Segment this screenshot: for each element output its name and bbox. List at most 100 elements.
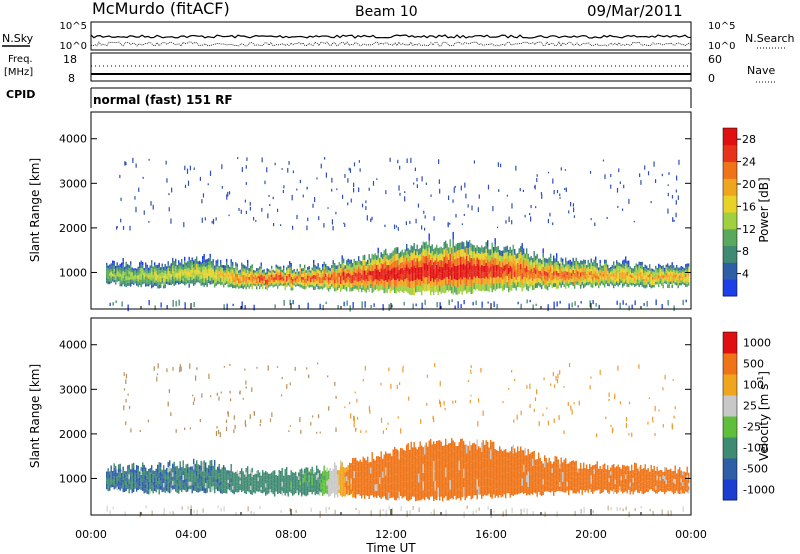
power-cell xyxy=(229,281,231,285)
velocity-cell xyxy=(536,477,538,485)
power-speckle xyxy=(291,194,293,201)
power-cell xyxy=(224,267,226,271)
power-cell xyxy=(578,279,580,283)
power-cell xyxy=(460,263,462,271)
velocity-cell xyxy=(439,460,441,471)
power-speckle xyxy=(622,300,624,305)
velocity-cell xyxy=(559,477,561,483)
velocity-cell xyxy=(502,481,504,490)
velocity-cell xyxy=(170,476,172,481)
power-cell xyxy=(503,271,505,278)
velocity-cell xyxy=(482,486,484,497)
power-cell xyxy=(146,280,148,284)
power-cell xyxy=(578,262,580,266)
velocity-cell xyxy=(556,479,558,486)
velocity-cell xyxy=(470,481,472,491)
power-cell xyxy=(233,276,235,280)
power-cell xyxy=(326,283,328,287)
velocity-cell xyxy=(215,482,217,486)
power-cell xyxy=(566,264,568,269)
power-cell xyxy=(524,267,526,273)
velocity-cell xyxy=(304,486,306,492)
velocity-cell xyxy=(151,482,153,487)
velocity-cell xyxy=(449,452,451,462)
velocity-cell xyxy=(403,481,405,490)
power-cell xyxy=(502,273,504,280)
power-speckle xyxy=(132,157,134,163)
velocity-cell xyxy=(407,491,409,502)
power-cell xyxy=(580,284,582,289)
power-cell xyxy=(643,270,645,273)
velocity-cell xyxy=(232,489,234,494)
power-cell xyxy=(388,269,390,275)
power-cell xyxy=(478,271,480,278)
power-cell xyxy=(685,264,687,268)
power-cell xyxy=(343,284,345,290)
power-cell xyxy=(542,252,544,258)
power-cell xyxy=(454,279,456,286)
power-cell xyxy=(334,283,336,288)
velocity-cell xyxy=(541,478,543,485)
power-speckle xyxy=(129,225,131,231)
velocity-cell xyxy=(523,472,525,480)
velocity-cell xyxy=(421,445,423,455)
power-cell xyxy=(145,279,147,284)
power-cell xyxy=(365,283,367,289)
power-cell xyxy=(334,287,336,292)
power-cell xyxy=(173,278,175,283)
power-cell xyxy=(263,269,265,272)
power-cell xyxy=(568,283,570,288)
velocity-cell xyxy=(332,484,334,489)
power-cell xyxy=(428,240,430,248)
power-cell xyxy=(109,272,111,276)
power-cell xyxy=(380,252,382,258)
velocity-cell xyxy=(470,445,472,455)
power-cell xyxy=(262,269,264,273)
velocity-cell xyxy=(134,473,136,477)
power-cell xyxy=(658,266,660,270)
freq-unit: [MHz] xyxy=(4,67,33,78)
power-cell xyxy=(536,282,538,288)
power-cell xyxy=(553,263,555,268)
power-cell xyxy=(475,253,477,260)
power-cell xyxy=(656,279,658,282)
velocity-cell xyxy=(167,477,169,483)
velocity-cell xyxy=(148,469,150,474)
velocity-cell xyxy=(484,461,486,470)
power-cell xyxy=(310,282,312,285)
power-cell xyxy=(196,278,198,283)
velocity-cell xyxy=(133,487,135,493)
power-cell xyxy=(511,249,513,256)
power-cell xyxy=(625,280,627,284)
power-cell xyxy=(386,281,388,288)
power-speckle xyxy=(184,302,186,309)
power-cell xyxy=(584,282,586,287)
velocity-cell xyxy=(454,469,456,478)
velocity-cell xyxy=(472,452,474,462)
velocity-cell xyxy=(161,480,163,485)
velocity-cell xyxy=(317,481,319,486)
velocity-cell xyxy=(308,471,310,476)
velocity-cell xyxy=(233,483,235,488)
power-cell xyxy=(286,281,288,285)
velocity-cell xyxy=(290,470,292,475)
power-cell xyxy=(464,265,466,272)
power-cell xyxy=(388,255,390,261)
velocity-cell xyxy=(355,478,357,485)
power-cell xyxy=(637,264,639,268)
power-cell xyxy=(608,283,610,287)
power-cell xyxy=(335,283,337,288)
power-cell xyxy=(586,279,588,283)
velocity-cell xyxy=(538,465,540,473)
velocity-cell xyxy=(227,473,229,477)
velocity-cell xyxy=(370,484,372,490)
velocity-cell xyxy=(479,486,481,495)
velocity-data xyxy=(106,362,690,518)
power-cell xyxy=(680,278,682,281)
velocity-cell xyxy=(359,465,361,472)
velocity-cell xyxy=(430,448,432,459)
power-speckle xyxy=(602,159,605,162)
power-speckle xyxy=(570,202,572,207)
power-cell xyxy=(508,267,510,275)
power-cell xyxy=(655,265,657,269)
